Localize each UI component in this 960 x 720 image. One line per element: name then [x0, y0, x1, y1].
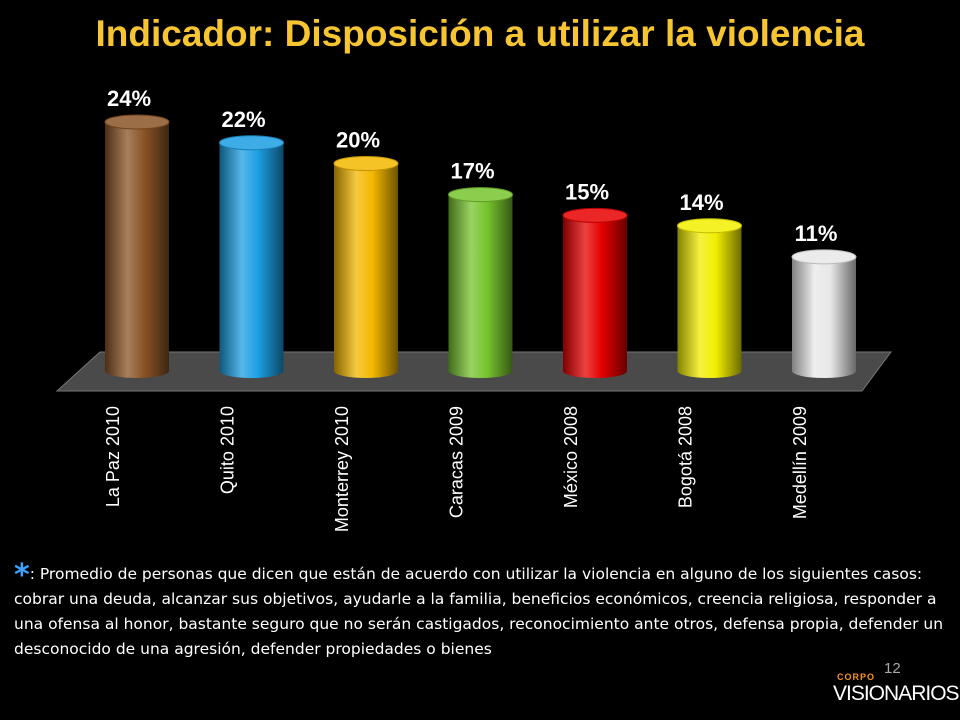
category-label: Caracas 2009	[447, 406, 467, 518]
bar-0	[104, 114, 170, 378]
page-number: 12	[884, 660, 901, 677]
footnote-marker: *	[14, 558, 30, 593]
category-label: México 2008	[561, 406, 581, 508]
data-label: 14%	[679, 190, 723, 215]
bar-top-cap	[791, 249, 857, 265]
footnote-text: : Promedio de personas que dicen que est…	[14, 565, 944, 658]
category-label: Medellín 2009	[790, 406, 810, 519]
bar-top-cap	[562, 207, 628, 223]
bar-body	[563, 215, 627, 378]
data-label: 24%	[107, 86, 151, 111]
data-label: 11%	[795, 221, 838, 246]
bar-body	[677, 225, 742, 379]
data-label: 20%	[336, 128, 380, 153]
bar-body	[448, 194, 513, 379]
corpovisionarios-logo: CORPO VISIONARIOS	[833, 668, 960, 712]
footnote: *: Promedio de personas que dicen que es…	[14, 561, 944, 662]
logo-text-small: CORPO	[837, 672, 876, 682]
category-label: La Paz 2010	[103, 406, 123, 507]
bar-body	[219, 142, 284, 379]
bar-body	[792, 256, 856, 378]
category-label: Monterrey 2010	[332, 406, 352, 532]
bar-top-cap	[104, 114, 170, 130]
bar-top-cap	[333, 156, 399, 171]
bar-chart: 24% 22% 20% 17% 15% 14% 11% La Paz 2010 Quito 2…	[55, 86, 892, 532]
bar-4	[562, 207, 628, 378]
bar-top-cap	[677, 218, 742, 234]
chart-title: Indicador: Disposición a utilizar la vio…	[95, 13, 865, 54]
data-label: 22%	[221, 107, 265, 132]
category-label: Bogotá 2008	[676, 406, 696, 508]
logo-text-large: VISIONARIOS	[833, 682, 960, 705]
data-label: 15%	[565, 179, 609, 204]
bar-body	[105, 122, 169, 378]
data-label: 17%	[450, 159, 494, 184]
bar-top-cap	[448, 187, 513, 203]
bar-5	[677, 218, 742, 379]
category-label: Quito 2010	[218, 406, 238, 494]
bar-2	[333, 156, 399, 378]
bar-1	[219, 135, 284, 379]
bar-body	[334, 163, 398, 378]
bar-top-cap	[219, 135, 284, 151]
bar-3	[448, 187, 513, 379]
bar-6	[791, 249, 857, 378]
